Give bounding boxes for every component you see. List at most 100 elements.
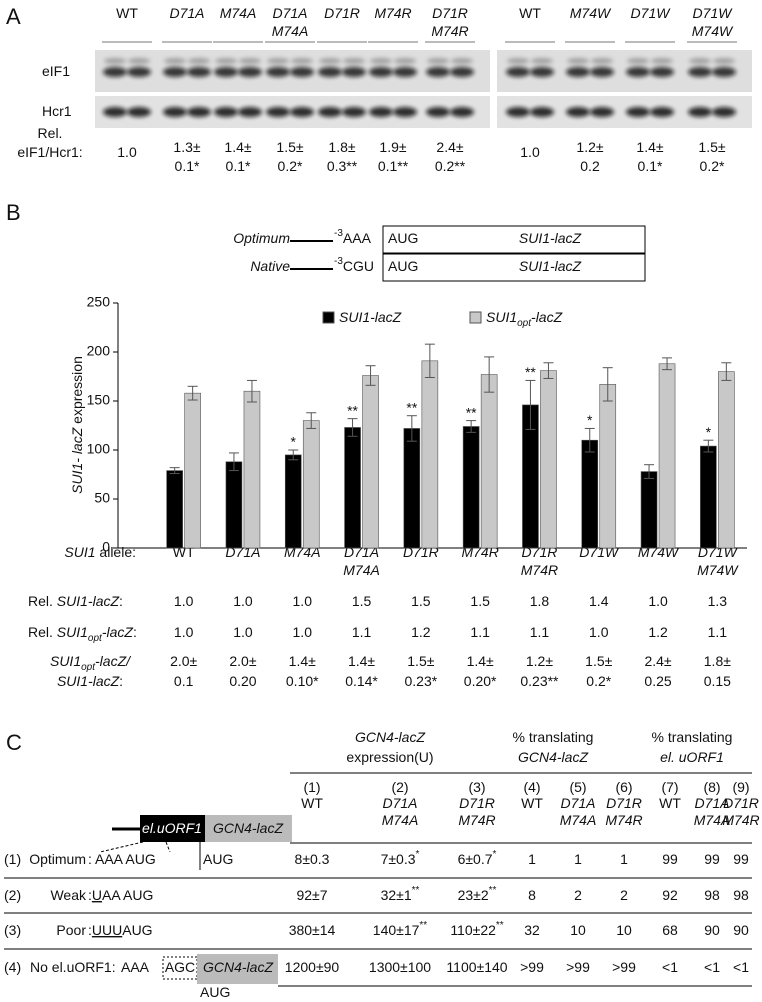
text-run: (9) <box>732 779 749 795</box>
text-run: 1.4± <box>636 139 663 155</box>
text-run: % translating <box>652 729 733 745</box>
blot-band <box>626 107 650 117</box>
cell-value: 99 <box>662 851 678 867</box>
text-run: 90 <box>733 922 749 938</box>
text-run: A <box>6 4 21 29</box>
text-run: M74R <box>722 812 759 828</box>
text-run: 98 <box>704 887 720 903</box>
cell-value: 98 <box>733 887 749 903</box>
text-run: 1.5± <box>585 653 612 669</box>
text-run: el. uORF1 <box>660 749 724 765</box>
y-axis-label: SUI1- lacZ expression <box>69 356 85 494</box>
column-name: M74A <box>560 812 597 828</box>
text-run: ** <box>412 885 420 896</box>
cell-value: 7±0.3* <box>381 849 420 867</box>
text-run: <1 <box>704 959 720 975</box>
cell-value: 99 <box>733 851 749 867</box>
ratio-value: 2.4± <box>436 139 463 155</box>
ratio-value: 0.3** <box>327 158 358 174</box>
ratio-label: eIF1/Hcr1: <box>17 144 82 160</box>
blot-band <box>291 58 313 64</box>
row-value: 1.5± <box>407 653 434 669</box>
error-bar <box>169 467 180 475</box>
text-run: Optimum <box>29 851 86 867</box>
text-run: AUG <box>122 922 152 938</box>
row-value: 1.5 <box>411 593 431 609</box>
significance-label: * <box>587 412 593 428</box>
text-run: 90 <box>704 922 720 938</box>
text-run: 1.1 <box>352 624 372 640</box>
row-value: 0.15 <box>704 673 731 689</box>
dash <box>99 841 144 853</box>
text-run: * <box>493 849 497 860</box>
ratio-value: 1.0 <box>520 144 540 160</box>
construct-start: AUG <box>388 258 418 274</box>
panel-label: A <box>6 4 21 29</box>
significance-label: ** <box>466 404 477 420</box>
lane-label: WT <box>116 5 138 21</box>
blot-band <box>290 67 314 77</box>
ratio-value: 0.2* <box>700 158 725 174</box>
text-run: 0.1 <box>174 673 194 689</box>
text-run: CGU <box>343 258 374 274</box>
bar <box>700 445 717 549</box>
text-run: 140±17 <box>373 922 420 938</box>
column-name: D71R <box>606 795 642 811</box>
blot-band <box>266 107 290 117</box>
bar <box>599 384 617 549</box>
text-run: 1.2 <box>411 624 431 640</box>
text-run: Weak <box>50 887 87 903</box>
text-run: AUG <box>200 984 230 1000</box>
row-value: 2.0± <box>170 653 197 669</box>
construct-gene: SUI1-lacZ <box>519 258 582 274</box>
column-number: (4) <box>523 779 540 795</box>
blot-band <box>215 58 237 64</box>
cell-value: 10 <box>616 922 632 938</box>
text-run: D71A <box>272 5 307 21</box>
group-header: GCN4-lacZ <box>355 729 425 745</box>
text-run: 0.1* <box>175 158 200 174</box>
text-run: >99 <box>612 959 636 975</box>
blot-band <box>394 58 416 64</box>
cell-value: 1 <box>528 851 536 867</box>
bar <box>421 360 439 549</box>
text-run: 92±7 <box>296 887 327 903</box>
cell-value: >99 <box>566 959 590 975</box>
text-run: M74R <box>431 23 468 39</box>
bar <box>403 428 421 549</box>
text-run: SUI1-lacZ <box>339 309 402 325</box>
text-run: Rel. <box>28 593 57 609</box>
column-number: (6) <box>615 779 632 795</box>
text-run: 7±0.3 <box>381 851 416 867</box>
legend-label: SUI1-lacZ <box>339 309 402 325</box>
blot-band <box>651 58 673 64</box>
column-number: (3) <box>468 779 485 795</box>
ratio-value: 1.4± <box>224 139 251 155</box>
blot-band <box>290 107 314 117</box>
ratio-value: 0.1* <box>226 158 251 174</box>
text-run: SUI1 <box>50 653 81 669</box>
legend-swatch <box>469 311 482 324</box>
text-run: 0.1* <box>638 158 663 174</box>
text-run: 0.2* <box>700 158 725 174</box>
row-value: 0.20 <box>229 673 256 689</box>
text-run: AAA <box>343 230 372 246</box>
uorf-box <box>140 815 205 842</box>
text-run: 1.2 <box>648 624 668 640</box>
text-run: 23±2 <box>458 887 489 903</box>
text-run: AUG <box>388 230 418 246</box>
ratio-value: 1.5± <box>276 139 303 155</box>
text-run: : <box>119 593 123 609</box>
text-run: 0.1** <box>378 158 409 174</box>
row-seq: :UAA AUG <box>88 887 153 903</box>
row-seq: : AAA AUG <box>88 851 156 867</box>
x-tick-label: M74W <box>697 562 739 578</box>
blot-band <box>103 67 127 77</box>
row-value: 1.0 <box>293 593 313 609</box>
text-run: 1.8± <box>704 653 731 669</box>
blot-band <box>239 58 261 64</box>
text-run: 1.5 <box>352 593 372 609</box>
blot-band <box>188 58 210 64</box>
row-value: 1.4± <box>348 653 375 669</box>
text-run: D71A <box>694 795 729 811</box>
